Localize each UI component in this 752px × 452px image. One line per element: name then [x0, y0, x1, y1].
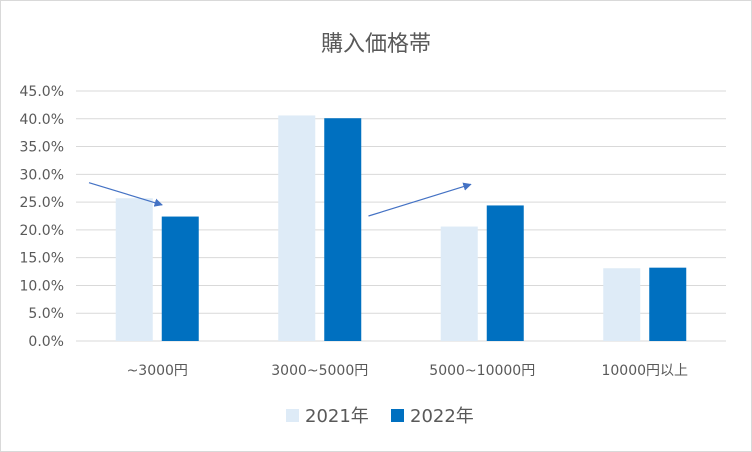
legend[interactable]: 2021年 2022年	[286, 406, 474, 427]
trend-arrows	[88, 182, 472, 217]
bar-2022年-3000~5000円	[324, 118, 362, 341]
legend-swatch	[286, 409, 299, 422]
y-tick-label: 10.0%	[20, 278, 64, 294]
bar-2021年-3000~5000円	[278, 115, 316, 341]
bars	[115, 115, 687, 341]
y-tick-label: 45.0%	[20, 84, 64, 100]
bar-2021年-~3000円	[115, 198, 153, 341]
y-axis-ticks: 0.0% 5.0% 10.0% 15.0% 20.0% 25.0% 30.0% 35.0% 40…	[20, 84, 64, 350]
bar-2021年-10000円以上	[603, 268, 641, 341]
y-tick-label: 30.0%	[20, 167, 64, 183]
trend-arrow-decrease	[88, 182, 163, 207]
x-tick-label: 3000~5000円	[271, 363, 368, 379]
trend-arrow-increase	[368, 182, 472, 217]
y-tick-label: 35.0%	[20, 140, 64, 156]
legend-swatch	[391, 409, 404, 422]
y-tick-label: 5.0%	[28, 306, 64, 322]
legend-label[interactable]: 2021年	[305, 406, 369, 427]
y-tick-label: 20.0%	[20, 223, 64, 239]
y-tick-label: 0.0%	[28, 334, 64, 350]
chart-title: 購入価格帯	[321, 32, 431, 57]
legend-label[interactable]: 2022年	[410, 406, 474, 427]
x-axis-ticks: ~3000円 3000~5000円 5000~10000円 10000円以上	[127, 363, 688, 379]
bar-2022年-10000円以上	[649, 267, 687, 341]
bar-2021年-5000~10000円	[440, 226, 478, 341]
x-tick-label: 10000円以上	[601, 363, 688, 379]
bar-2022年-~3000円	[161, 216, 199, 341]
x-tick-label: ~3000円	[127, 363, 188, 379]
y-tick-label: 40.0%	[20, 112, 64, 128]
y-tick-label: 25.0%	[20, 195, 64, 211]
bar-2022年-5000~10000円	[486, 205, 524, 341]
x-tick-label: 5000~10000円	[429, 363, 535, 379]
y-tick-label: 15.0%	[20, 251, 64, 267]
